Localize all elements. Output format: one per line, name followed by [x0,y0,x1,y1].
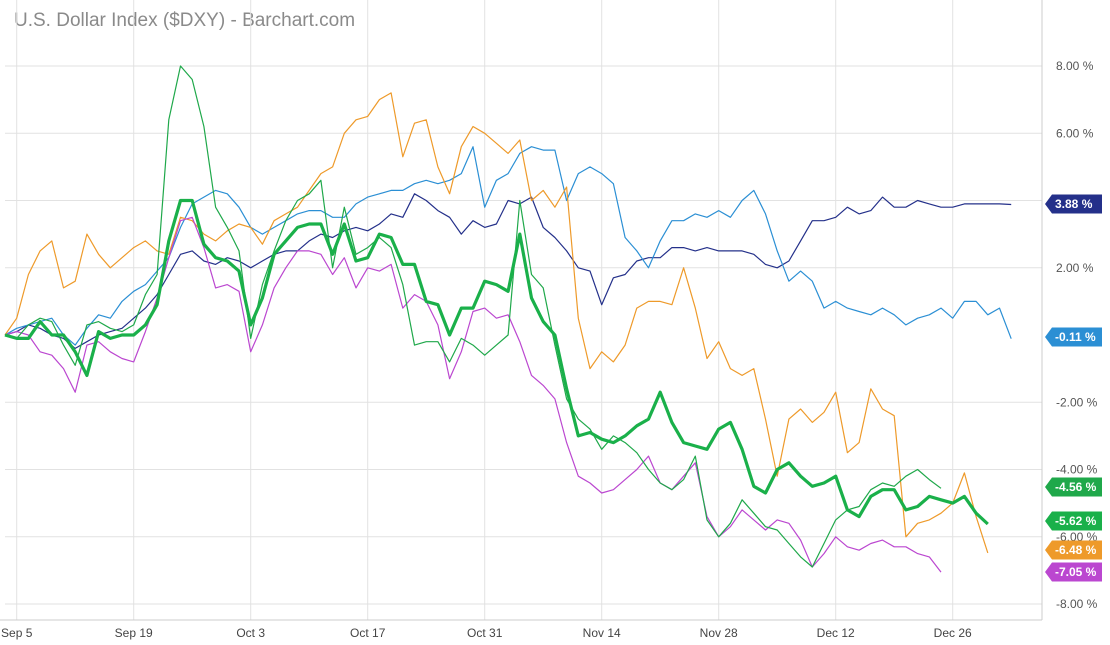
series-line-4 [4,65,942,568]
y-tick-label: 2.00 % [1056,261,1094,275]
badge-shape [1045,194,1102,214]
end-label-badge: 3.88 % [1045,194,1102,214]
x-tick-label: Dec 26 [934,626,972,640]
x-tick-label: Oct 3 [236,626,265,640]
badge-text: -5.62 % [1055,514,1097,528]
x-tick-label: Dec 12 [817,626,855,640]
x-tick-label: Nov 28 [700,626,738,640]
badge-text: -6.48 % [1055,543,1097,557]
series-line-1 [4,146,1012,346]
x-tick-label: Nov 14 [583,626,621,640]
x-tick-label: Oct 31 [467,626,503,640]
x-tick-label: Oct 17 [350,626,386,640]
end-label-badge: -7.05 % [1045,562,1102,582]
series-line-5 [4,198,989,526]
x-tick-label: Sep 19 [115,626,153,640]
badge-shape [1045,540,1102,560]
badge-text: -0.11 % [1055,330,1096,344]
badge-shape [1045,327,1102,347]
end-label-badge: -6.48 % [1045,540,1102,560]
y-tick-label: 8.00 % [1056,59,1094,73]
grid [0,0,1043,621]
series-line-2 [4,92,989,554]
x-axis: Sep 5 Sep 19 Oct 3 Oct 17 Oct 31 Nov 14 Nov 28… [1,626,972,640]
badge-text: -4.56 % [1055,480,1097,494]
end-label-badge: -0.11 % [1045,327,1102,347]
y-tick-label: -6.00 % [1056,530,1098,544]
series-line-0 [4,193,1012,349]
end-labels: 3.88 % -0.11 % -4.56 % -5.62 % -6.48 % -7.05 … [1045,194,1102,582]
x-tick-label: Sep 5 [1,626,33,640]
badge-shape [1045,477,1102,497]
end-label-badge: -5.62 % [1045,511,1102,531]
chart-title: U.S. Dollar Index ($DXY) - Barchart.com [14,10,356,31]
badge-shape [1045,562,1102,582]
y-tick-label: -4.00 % [1056,463,1098,477]
badge-text: 3.88 % [1055,197,1093,211]
y-tick-label: 6.00 % [1056,126,1094,140]
y-tick-label: -8.00 % [1056,597,1098,611]
badge-shape [1045,511,1102,531]
end-label-badge: -4.56 % [1045,477,1102,497]
badge-text: -7.05 % [1055,565,1097,579]
series-lines [4,65,1012,573]
y-tick-label: -2.00 % [1056,395,1098,409]
